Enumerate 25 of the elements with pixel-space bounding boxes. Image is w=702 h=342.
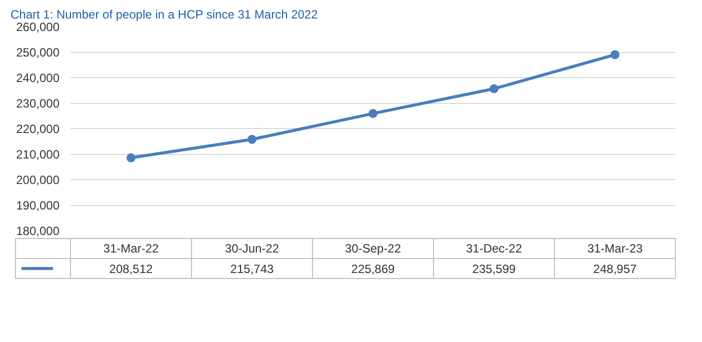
y-tick-label: 210,000 <box>16 148 60 162</box>
y-tick-label: 260,000 <box>16 20 60 34</box>
y-tick-label: 180,000 <box>16 224 60 238</box>
y-tick-label: 250,000 <box>16 46 60 60</box>
y-tick-label: 220,000 <box>16 122 60 136</box>
point <box>490 84 498 94</box>
x-tick-label: 30-Sep-22 <box>344 242 402 256</box>
y-tick-label: 230,000 <box>16 96 60 110</box>
x-tick-label: 31-Mar-23 <box>587 242 644 256</box>
x-tick-label: 30-Jun-22 <box>224 242 280 256</box>
y-tick-label: 190,000 <box>16 198 60 212</box>
data-label: 225,869 <box>351 262 396 276</box>
point <box>610 50 620 60</box>
point <box>368 109 378 118</box>
point <box>126 153 136 162</box>
data-label: 248,957 <box>593 262 638 276</box>
x-tick-label: 31-Dec-22 <box>466 242 522 256</box>
y-tick-label: 200,000 <box>16 173 60 187</box>
data-label: 208,512 <box>109 262 154 276</box>
chart-title: Chart 1: Number of people in a HCP since 31 March 2022 <box>10 8 318 22</box>
x-tick-label: 31-Mar-22 <box>103 242 160 256</box>
y-tick-label: 240,000 <box>16 71 60 85</box>
data-label: 215,743 <box>230 262 274 276</box>
point <box>248 134 256 144</box>
data-label: 235,599 <box>472 262 516 276</box>
